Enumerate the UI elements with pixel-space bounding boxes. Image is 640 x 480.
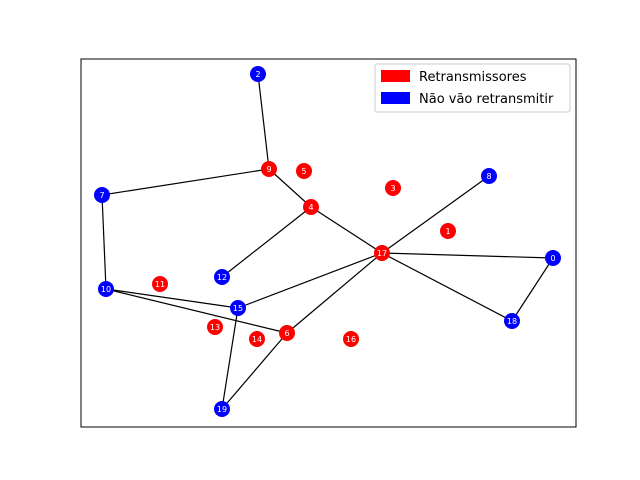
node-circle-4 (303, 199, 319, 215)
node-circle-17 (374, 245, 390, 261)
node-1: 1 (440, 223, 456, 239)
node-label-19: 19 (217, 405, 227, 414)
node-11: 11 (152, 276, 168, 292)
edges-layer (101, 73, 554, 410)
node-3: 3 (385, 180, 401, 196)
node-label-2: 2 (255, 70, 260, 79)
node-circle-8 (481, 168, 497, 184)
node-4: 4 (303, 199, 319, 215)
edge-0-18 (511, 257, 554, 322)
node-13: 13 (207, 319, 223, 335)
node-17: 17 (374, 245, 390, 261)
edge-17-18 (381, 252, 513, 322)
edge-4-17 (310, 206, 383, 254)
node-label-0: 0 (550, 254, 555, 263)
node-6: 6 (279, 325, 295, 341)
node-circle-19 (214, 401, 230, 417)
node-circle-10 (98, 281, 114, 297)
plot-frame (80, 58, 577, 428)
node-circle-14 (249, 331, 265, 347)
edge-2-9 (257, 73, 270, 170)
node-label-11: 11 (155, 280, 165, 289)
node-5: 5 (296, 163, 312, 179)
node-18: 18 (504, 313, 520, 329)
node-label-12: 12 (217, 273, 227, 282)
node-label-8: 8 (486, 172, 491, 181)
node-circle-5 (296, 163, 312, 179)
node-circle-13 (207, 319, 223, 335)
edge-15-19 (221, 307, 239, 410)
node-circle-3 (385, 180, 401, 196)
node-15: 15 (230, 300, 246, 316)
edge-10-15 (105, 288, 239, 309)
node-circle-7 (94, 187, 110, 203)
node-label-3: 3 (390, 184, 395, 193)
node-label-15: 15 (233, 304, 243, 313)
node-19: 19 (214, 401, 230, 417)
legend: Retransmissores Não vão retransmitir (374, 63, 571, 113)
node-circle-6 (279, 325, 295, 341)
node-circle-1 (440, 223, 456, 239)
node-12: 12 (214, 269, 230, 285)
node-10: 10 (98, 281, 114, 297)
node-16: 16 (343, 331, 359, 347)
node-label-10: 10 (101, 285, 111, 294)
node-label-13: 13 (210, 323, 220, 332)
legend-swatch-no-retransmit (381, 92, 410, 104)
node-circle-18 (504, 313, 520, 329)
edge-17-0 (381, 252, 554, 259)
legend-label-no-retransmit: Não vão retransmitir (419, 92, 554, 107)
edge-7-10 (101, 194, 107, 290)
node-label-4: 4 (308, 203, 313, 212)
node-14: 14 (249, 331, 265, 347)
edge-10-6 (105, 288, 288, 334)
node-circle-15 (230, 300, 246, 316)
node-0: 0 (545, 250, 561, 266)
node-circle-16 (343, 331, 359, 347)
edge-15-17 (237, 252, 383, 309)
node-circle-2 (250, 66, 266, 82)
edge-4-12 (221, 206, 312, 278)
node-label-1: 1 (445, 227, 450, 236)
node-label-17: 17 (377, 249, 387, 258)
edge-6-17 (286, 252, 383, 334)
edge-9-7 (101, 168, 270, 196)
node-label-7: 7 (99, 191, 104, 200)
edge-9-4 (268, 168, 312, 208)
node-circle-12 (214, 269, 230, 285)
node-7: 7 (94, 187, 110, 203)
legend-swatch-retransmit (381, 70, 410, 82)
edge-6-19 (221, 332, 288, 410)
node-label-18: 18 (507, 317, 517, 326)
node-label-14: 14 (252, 335, 262, 344)
node-label-6: 6 (284, 329, 289, 338)
node-8: 8 (481, 168, 497, 184)
legend-box (374, 63, 571, 113)
node-circle-0 (545, 250, 561, 266)
node-circle-9 (261, 161, 277, 177)
node-label-5: 5 (301, 167, 306, 176)
node-label-16: 16 (346, 335, 356, 344)
node-label-9: 9 (266, 165, 271, 174)
edge-17-8 (381, 175, 490, 254)
node-9: 9 (261, 161, 277, 177)
legend-label-retransmit: Retransmissores (419, 70, 527, 85)
node-2: 2 (250, 66, 266, 82)
node-circle-11 (152, 276, 168, 292)
